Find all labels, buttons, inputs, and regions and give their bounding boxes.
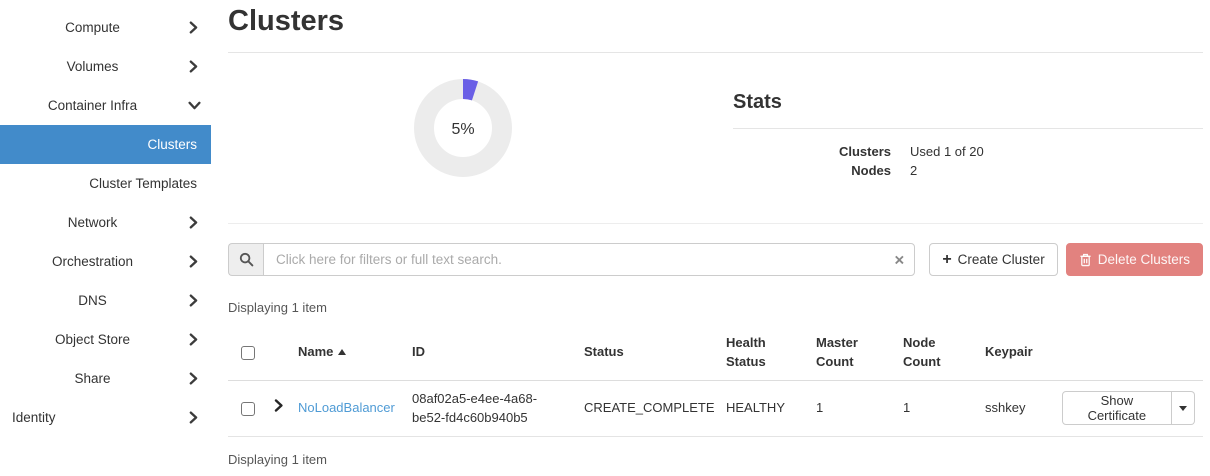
cluster-health-cell: HEALTHY (718, 380, 808, 437)
select-all-checkbox[interactable] (241, 345, 255, 360)
sidebar-item-orchestration[interactable]: Orchestration (0, 242, 211, 281)
cluster-name-link[interactable]: NoLoadBalancer (298, 400, 395, 416)
column-header-health-status[interactable]: Health Status (718, 326, 808, 381)
sidebar-item-volumes[interactable]: Volumes (0, 47, 211, 86)
chevron-right-icon (185, 294, 211, 307)
expand-chevron-icon[interactable] (274, 399, 284, 413)
chevron-down-icon (185, 100, 211, 111)
delete-clusters-button[interactable]: Delete Clusters (1065, 243, 1203, 276)
sidebar-item-object-store[interactable]: Object Store (0, 320, 211, 359)
chevron-right-icon (185, 255, 211, 268)
sidebar-item-compute[interactable]: Compute (0, 8, 211, 47)
sidebar-item-label: Share (74, 371, 111, 386)
row-actions-dropdown-button[interactable] (1171, 391, 1195, 426)
sidebar-item-identity[interactable]: Identity (0, 398, 211, 437)
cluster-id-cell: 08af02a5-e4ee-4a68-be52-fd4c60b940b5 (404, 380, 576, 437)
search-bar: × (228, 243, 916, 276)
clusters-table: Name ID Status Health Status Master Coun… (228, 326, 1203, 437)
chevron-right-icon (185, 21, 211, 34)
table-header-row: Name ID Status Health Status Master Coun… (228, 326, 1203, 381)
stats-panel: Stats Clusters Used 1 of 20 Nodes 2 (698, 53, 1203, 223)
sidebar-item-container-infra[interactable]: Container Infra (0, 86, 211, 125)
cluster-keypair-cell: sshkey (977, 380, 1054, 437)
usage-donut-slice (414, 79, 512, 177)
sidebar-item-dns[interactable]: DNS (0, 281, 211, 320)
stats-divider (733, 128, 1203, 129)
column-header-id[interactable]: ID (404, 326, 576, 381)
column-header-keypair[interactable]: Keypair (977, 326, 1054, 381)
table-row: NoLoadBalancer 08af02a5-e4ee-4a68-be52-f… (228, 380, 1203, 437)
stat-value: 2 (910, 163, 918, 178)
item-count-top: Displaying 1 item (228, 300, 327, 315)
usage-percent-label: 5% (451, 121, 474, 138)
sort-asc-icon (338, 349, 347, 356)
expand-column-header (266, 326, 290, 381)
sidebar-item-label: DNS (78, 293, 107, 308)
sidebar-item-label: Clusters (147, 137, 197, 152)
clear-search-icon[interactable]: × (894, 250, 905, 269)
create-cluster-button[interactable]: + Create Cluster (929, 243, 1058, 276)
stat-row-nodes: Nodes 2 (733, 161, 1203, 180)
search-icon (228, 243, 263, 276)
sidebar-item-label: Object Store (54, 332, 131, 347)
stat-row-clusters: Clusters Used 1 of 20 (733, 142, 1203, 161)
create-cluster-label: Create Cluster (957, 252, 1045, 267)
title-divider (228, 52, 1203, 53)
cluster-node-count-cell: 1 (895, 380, 977, 437)
sidebar-item-label: Volumes (66, 59, 119, 74)
sidebar-item-label: Cluster Templates (89, 176, 197, 191)
caret-down-icon (1178, 405, 1187, 411)
column-header-master-count[interactable]: Master Count (808, 326, 895, 381)
delete-clusters-label: Delete Clusters (1097, 252, 1190, 267)
sidebar-item-label: Orchestration (51, 254, 134, 269)
sidebar-item-label: Network (67, 215, 118, 230)
plus-icon: + (942, 250, 952, 268)
main-content: Clusters 5% Stats Clusters Used 1 of 20 (211, 0, 1210, 476)
stat-label: Nodes (851, 163, 891, 178)
section-divider (228, 223, 1203, 224)
search-input[interactable] (263, 243, 916, 276)
sidebar-item-label: Compute (65, 20, 120, 35)
toolbar: × + Create Cluster Delete Clusters (228, 243, 1203, 276)
stat-value: Used 1 of 20 (910, 144, 984, 159)
page-title: Clusters (228, 5, 345, 37)
sidebar: Compute Volumes Container Infra Clusters… (0, 0, 211, 476)
expand-row-cell[interactable] (266, 380, 290, 437)
column-header-status[interactable]: Status (576, 326, 718, 381)
item-count-bottom: Displaying 1 item (228, 451, 327, 467)
row-action-split-button: Show Certificate (1062, 391, 1195, 426)
sidebar-item-cluster-templates[interactable]: Cluster Templates (0, 164, 211, 203)
cluster-status-cell: CREATE_COMPLETE (576, 380, 718, 437)
row-checkbox[interactable] (241, 402, 255, 416)
chevron-right-icon (185, 216, 211, 229)
show-certificate-button[interactable]: Show Certificate (1062, 391, 1172, 426)
overview-section: 5% Stats Clusters Used 1 of 20 Nodes 2 (228, 53, 1203, 223)
trash-icon (1079, 253, 1092, 267)
column-header-name[interactable]: Name (290, 326, 404, 381)
chevron-right-icon (185, 372, 211, 385)
chevron-right-icon (185, 333, 211, 346)
sidebar-item-label: Container Infra (47, 98, 138, 113)
column-header-actions (1054, 326, 1203, 381)
sidebar-item-clusters[interactable]: Clusters (0, 125, 211, 164)
chevron-right-icon (185, 411, 211, 424)
stat-label: Clusters (838, 144, 891, 159)
usage-donut-chart: 5% (414, 79, 512, 177)
stats-title: Stats (733, 91, 782, 113)
sidebar-item-network[interactable]: Network (0, 203, 211, 242)
sidebar-item-share[interactable]: Share (0, 359, 211, 398)
column-header-node-count[interactable]: Node Count (895, 326, 977, 381)
chevron-right-icon (185, 60, 211, 73)
sidebar-item-label: Identity (12, 410, 56, 425)
cluster-master-count-cell: 1 (808, 380, 895, 437)
stats-rows: Clusters Used 1 of 20 Nodes 2 (733, 142, 1203, 180)
usage-donut: 5% (228, 53, 698, 223)
